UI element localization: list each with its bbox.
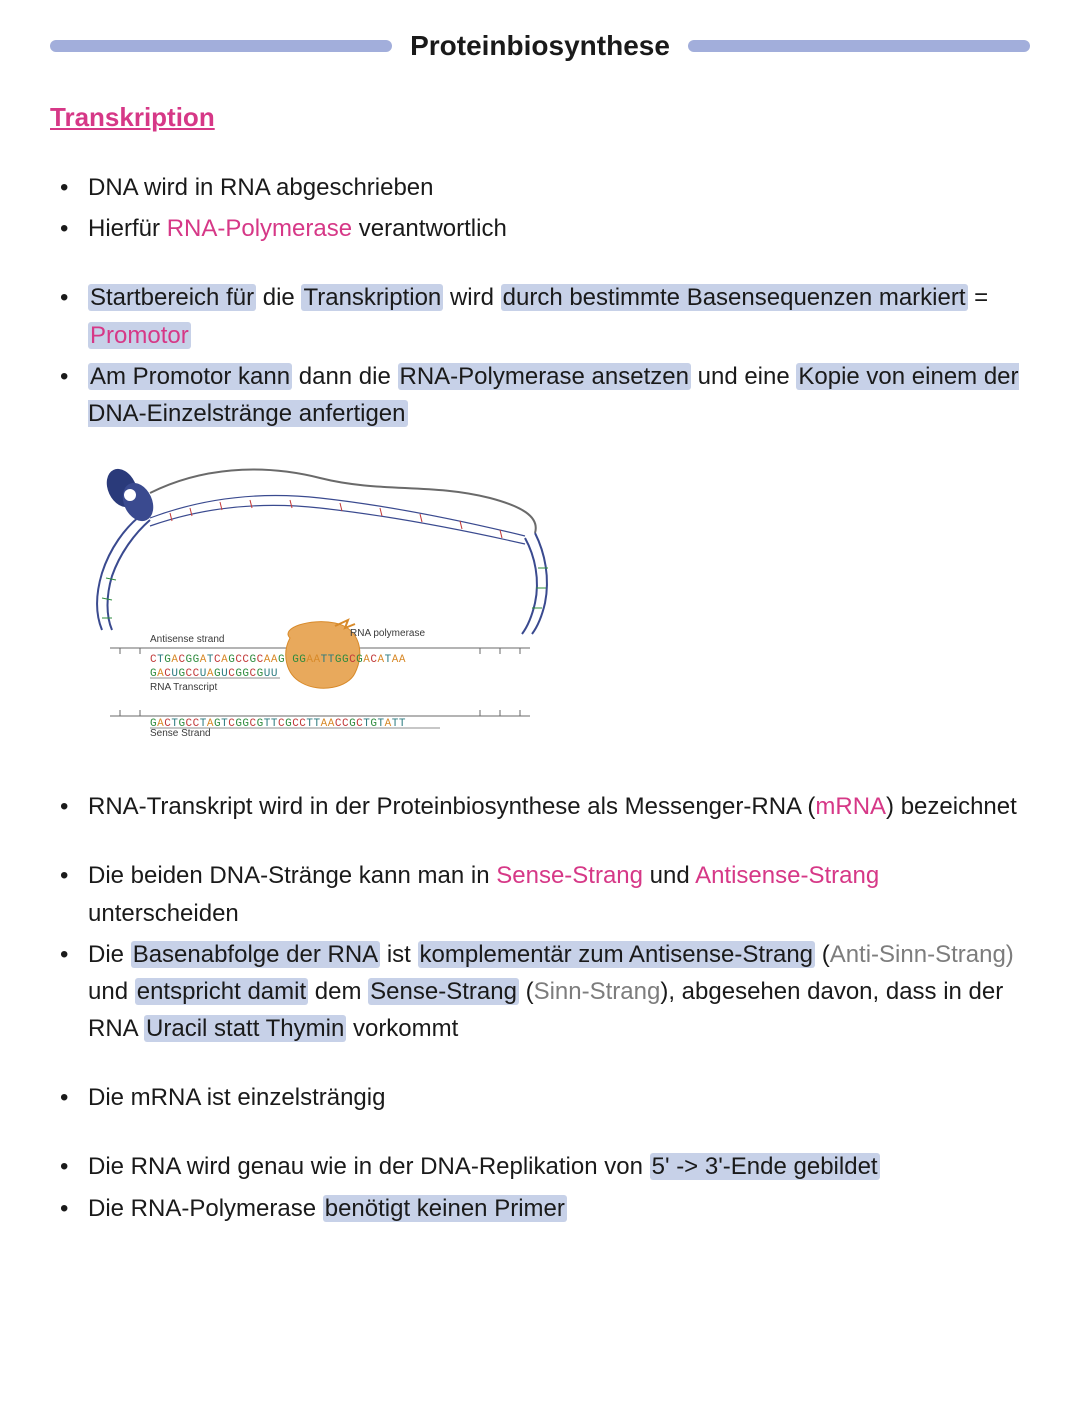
- hl: durch bestimmte Basensequenzen markiert: [501, 284, 968, 311]
- text: Die RNA wird genau wie in der DNA-Replik…: [88, 1153, 650, 1180]
- section-heading: Transkription: [50, 102, 1030, 133]
- term-rna-polymerase: RNA-Polymerase: [167, 215, 352, 242]
- chromosome-icon: [101, 464, 159, 526]
- text: ) bezeichnet: [886, 793, 1017, 820]
- text: ist: [380, 941, 417, 968]
- diagram-svg: Antisense strand RNA polymerase RNA Tran…: [80, 458, 560, 758]
- dna-loop: [97, 496, 549, 635]
- hl: Uracil statt Thymin: [144, 1015, 346, 1042]
- text: vorkommt: [346, 1015, 458, 1042]
- gray-text: Sinn-Strang: [534, 978, 661, 1005]
- text: dem: [308, 978, 368, 1005]
- text: verantwortlich: [352, 215, 507, 242]
- hl: komplementär zum Antisense-Strang: [418, 941, 816, 968]
- text: Die mRNA ist einzelsträngig: [88, 1084, 385, 1111]
- bullet-2: Hierfür RNA-Polymerase verantwortlich: [60, 210, 1030, 247]
- bullet-7: Die Basenabfolge der RNA ist komplementä…: [60, 936, 1030, 1048]
- term-promotor: Promotor: [90, 322, 189, 349]
- term-antisense-strang: Antisense-Strang: [695, 862, 879, 889]
- term-mrna: mRNA: [815, 793, 886, 820]
- text: und eine: [691, 363, 796, 390]
- hl: Sense-Strang: [368, 978, 519, 1005]
- text: und: [88, 978, 135, 1005]
- hl: Startbereich für: [88, 284, 256, 311]
- text: (: [519, 978, 534, 1005]
- bullet-4: Am Promotor kann dann die RNA-Polymerase…: [60, 358, 1030, 432]
- notes-list: DNA wird in RNA abgeschrieben Hierfür RN…: [50, 169, 1030, 432]
- text: Die RNA-Polymerase: [88, 1195, 323, 1222]
- text: (: [815, 941, 830, 968]
- label-transcript: RNA Transcript: [150, 682, 217, 693]
- bullet-6: Die beiden DNA-Stränge kann man in Sense…: [60, 857, 1030, 931]
- text: Die beiden DNA-Stränge kann man in: [88, 862, 496, 889]
- text: Die: [88, 941, 131, 968]
- transcription-diagram: Antisense strand RNA polymerase RNA Tran…: [80, 458, 1030, 758]
- gray-text: Anti-Sinn-Strang): [830, 941, 1014, 968]
- hl: Transkription: [301, 284, 443, 311]
- bullet-5: RNA-Transkript wird in der Proteinbiosyn…: [60, 788, 1030, 825]
- text: Hierfür: [88, 215, 167, 242]
- bullet-1: DNA wird in RNA abgeschrieben: [60, 169, 1030, 206]
- title-bar-left: [50, 40, 392, 52]
- hl: Basenabfolge der RNA: [131, 941, 380, 968]
- text: wird: [443, 284, 500, 311]
- hl: Am Promotor kann: [88, 363, 292, 390]
- bullet-3: Startbereich für die Transkription wird …: [60, 279, 1030, 353]
- seq-antisense: CTGACGGATCAGCCGCAAG GGAATTGGCGACATAA: [150, 654, 406, 666]
- text: unterscheiden: [88, 900, 239, 927]
- notes-list-2: RNA-Transkript wird in der Proteinbiosyn…: [50, 788, 1030, 1227]
- hl: RNA-Polymerase ansetzen: [398, 363, 691, 390]
- hl: benötigt keinen Primer: [323, 1195, 567, 1222]
- title-row: Proteinbiosynthese: [50, 30, 1030, 62]
- text: die: [256, 284, 301, 311]
- bullet-8: Die mRNA ist einzelsträngig: [60, 1079, 1030, 1116]
- text: und: [643, 862, 695, 889]
- hl: entspricht damit: [135, 978, 308, 1005]
- text: RNA-Transkript wird in der Proteinbiosyn…: [88, 793, 815, 820]
- label-antisense: Antisense strand: [150, 634, 225, 645]
- term-sense-strang: Sense-Strang: [496, 862, 643, 889]
- label-polymerase: RNA polymerase: [350, 628, 425, 639]
- text: dann die: [292, 363, 397, 390]
- bullet-9: Die RNA wird genau wie in der DNA-Replik…: [60, 1148, 1030, 1185]
- bullet-10: Die RNA-Polymerase benötigt keinen Prime…: [60, 1190, 1030, 1227]
- hl: 5' -> 3'-Ende gebildet: [650, 1153, 880, 1180]
- text: DNA wird in RNA abgeschrieben: [88, 174, 434, 201]
- page-title: Proteinbiosynthese: [410, 30, 670, 62]
- title-bar-right: [688, 40, 1030, 52]
- text: =: [968, 284, 989, 311]
- transcription-bubble: Antisense strand RNA polymerase RNA Tran…: [110, 620, 530, 739]
